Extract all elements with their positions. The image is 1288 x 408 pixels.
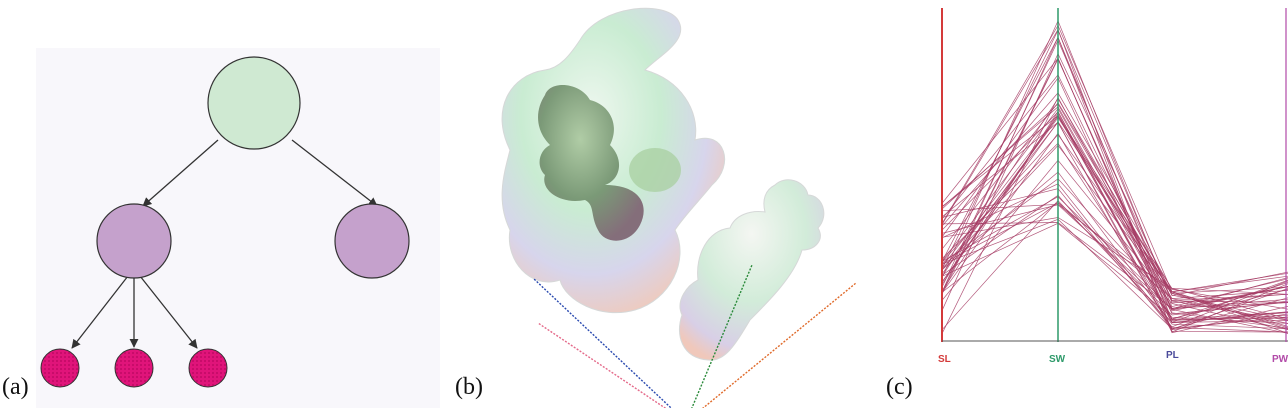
pc-polyline [941,110,1288,323]
panel-b-label: (b) [455,374,483,400]
parallel-coordinates-svg: SL SW PL PW [938,8,1288,365]
pc-polyline [941,36,1288,334]
axis-label-sl: SL [938,354,951,365]
pc-polyline [941,201,1288,324]
axis-orange [702,282,857,408]
leaf-node-2 [114,348,154,388]
edge-root-right [291,139,378,207]
inner-dark-structure [538,84,644,241]
axis-label-sw: SW [1049,354,1066,365]
pc-polyline [941,24,1288,293]
axis-label-pl: PL [1166,350,1179,361]
pc-polyline [941,111,1288,320]
pc-polyline [941,217,1288,295]
pc-polyline [941,115,1288,320]
pc-polyline [941,222,1288,309]
right-surface-blob [678,179,825,361]
pc-polyline [941,222,1288,324]
inner-small-structure [629,148,681,192]
axis-label-pw: PW [1272,354,1288,365]
pc-polyline [941,218,1288,330]
tree-svg [36,48,440,408]
pc-polyline [941,57,1288,320]
axis-green [691,264,753,408]
isosurface-svg [501,7,857,408]
root-node [207,56,301,150]
leaf-node-1 [40,348,80,388]
pc-polyline [941,171,1288,330]
pc-polyline [941,39,1288,308]
pc-polyline [941,159,1288,301]
edge-root-left [142,139,219,207]
edge-left-leaf3 [139,275,198,349]
leaf-node-3 [188,348,228,388]
axis-pink [537,322,667,408]
pc-polyline [941,58,1288,315]
panel-a-tree-diagram: (a) [0,0,440,408]
pc-polyline [941,188,1288,330]
pc-polyline [941,144,1288,294]
panel-c-label: (c) [886,374,913,400]
pc-polyline [941,183,1288,333]
pc-polyline [941,92,1288,310]
panel-b-isosurface-render: (b) [450,0,870,408]
left-child-node [96,203,172,279]
polyline-group [941,20,1288,334]
pc-polyline [941,103,1288,299]
edge-left-leaf1 [71,275,129,349]
right-child-node [334,203,410,279]
pc-polyline [941,97,1288,321]
panel-a-label: (a) [2,374,29,400]
panel-c-parallel-coordinates: SL SW PL PW (c) [880,0,1288,408]
pc-polyline [941,106,1288,334]
pc-polyline [941,28,1288,333]
pc-polyline [941,121,1288,329]
pc-polyline [941,204,1288,311]
